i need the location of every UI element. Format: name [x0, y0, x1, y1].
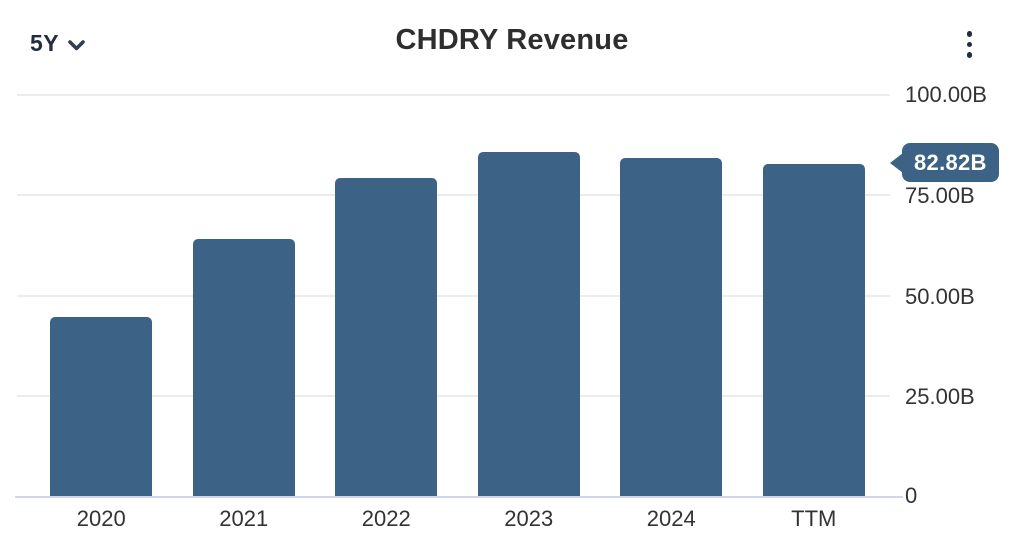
kebab-menu-button[interactable]: [957, 24, 983, 65]
range-selector-label: 5Y: [30, 30, 60, 56]
chevron-down-icon: [68, 39, 85, 50]
gridline-50b: [17, 295, 890, 297]
gridline-25b: [17, 395, 890, 397]
y-tick-0: 0: [905, 483, 918, 508]
kebab-dot: [966, 41, 972, 47]
range-selector-dropdown[interactable]: 5Y: [26, 28, 89, 59]
plot-area: [15, 94, 903, 498]
bar-series: [30, 95, 885, 496]
x-tick-2024: 2024: [646, 506, 696, 531]
kebab-dot: [966, 31, 972, 37]
kebab-dot: [966, 52, 972, 58]
value-badge: 82.82B: [890, 143, 999, 182]
x-axis-baseline: [15, 496, 903, 498]
gridline-100b: [17, 94, 890, 96]
x-tick-ttm: TTM: [791, 506, 837, 531]
chart-title: CHDRY Revenue: [395, 24, 629, 56]
gridline-75b: [17, 194, 890, 196]
x-tick-2021: 2021: [219, 506, 269, 531]
x-tick-2020: 2020: [76, 506, 126, 531]
bar-2023[interactable]: [477, 151, 580, 496]
y-tick-100b: 100.00B: [905, 82, 987, 107]
x-tick-2023: 2023: [504, 506, 554, 531]
y-tick-75b: 75.00B: [905, 183, 975, 208]
x-axis-labels: 2020 2021 2022 2023 2024 TTM: [30, 506, 885, 532]
badge-value: 82.82B: [914, 149, 987, 175]
badge-arrow-left-icon: [890, 152, 903, 173]
bar-2024[interactable]: [620, 158, 723, 496]
y-tick-50b: 50.00B: [905, 284, 975, 309]
y-tick-25b: 25.00B: [905, 384, 975, 409]
x-tick-2022: 2022: [361, 506, 411, 531]
bar-2022[interactable]: [335, 178, 438, 496]
bar-ttm[interactable]: [762, 163, 865, 496]
bar-2021[interactable]: [192, 238, 295, 496]
bar-2020[interactable]: [50, 316, 153, 496]
